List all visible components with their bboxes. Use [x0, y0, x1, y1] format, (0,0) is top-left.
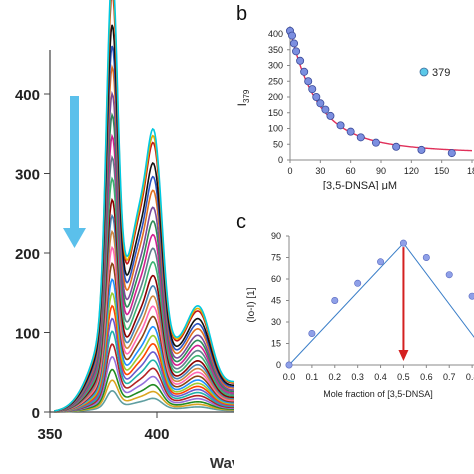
- panel-b-data-point: [392, 142, 401, 151]
- panel-a-y-ticks: 0 100 200 300 400: [15, 87, 50, 422]
- panel-a-y-tick-label: 200: [15, 246, 40, 263]
- panel-b-data-point: [288, 31, 297, 40]
- panel-c-points: [285, 239, 474, 369]
- panel-a-y-tick-label: 0: [32, 405, 40, 422]
- panel-a-x-tick-label: 350: [37, 426, 62, 443]
- panel-c-x-tick-label: 0.7: [443, 372, 456, 382]
- panel-c-y-tick-label: 45: [271, 296, 281, 306]
- panel-c-data-point: [331, 296, 339, 304]
- panel-c-data-point: [468, 292, 474, 300]
- panel-b-data-point: [300, 67, 309, 76]
- panel-c-x-tick-label: 0.5: [397, 372, 410, 382]
- panel-c-data-point: [308, 329, 316, 337]
- panel-b-y-tick-label: 50: [273, 139, 283, 149]
- panel-b-x-tick-label: 60: [346, 166, 356, 176]
- panel-c-ticks: 0 15 30 45 60 75 90 0.0 0.1 0.2 0.3 0.4 0.5 0.6 0.7 0.8…: [271, 231, 474, 382]
- panel-c-y-tick-label: 15: [271, 339, 281, 349]
- panel-b-data-point: [316, 99, 325, 108]
- panel-b-y-label-sub: 379: [242, 89, 251, 103]
- panel-b-y-tick-label: 100: [268, 124, 283, 134]
- panel-a-y-tick-label: 300: [15, 167, 40, 184]
- panel-c-x-tick-label: 0.0: [283, 372, 296, 382]
- panel-b-legend-marker: [419, 67, 429, 77]
- panel-c-x-tick-label: 0.8: [466, 372, 474, 382]
- panel-b-titration: b 0 50 100 150 200 250 300 350 400 0 30 60 90 120 150 1…: [235, 3, 474, 192]
- panel-b-data-point: [304, 77, 313, 86]
- panel-c-y-tick-label: 60: [271, 274, 281, 284]
- panel-b-legend: 379: [419, 67, 450, 79]
- panel-b-y-tick-label: 0: [278, 155, 283, 165]
- panel-c-y-tick-label: 90: [271, 231, 281, 241]
- panel-b-data-point: [371, 138, 380, 147]
- panel-b-y-tick-label: 400: [268, 29, 283, 39]
- panel-c-background: [234, 190, 474, 474]
- panel-c-y-tick-label: 75: [271, 253, 281, 263]
- panel-b-x-tick-label: 120: [404, 166, 419, 176]
- panel-b-data-point: [312, 93, 321, 102]
- panel-c-x-tick-label: 0.1: [306, 372, 319, 382]
- panel-b-data-point: [417, 145, 426, 154]
- panel-b-y-label-main: I: [235, 103, 249, 106]
- panel-b-y-tick-label: 250: [268, 76, 283, 86]
- panel-b-y-axis-label: I379: [235, 89, 251, 106]
- panel-b-x-tick-label: 150: [434, 166, 449, 176]
- panel-c-data-point: [422, 254, 430, 262]
- panel-b-data-point: [292, 47, 301, 56]
- panel-b-data-point: [356, 133, 365, 142]
- panel-b-x-tick-label: 90: [376, 166, 386, 176]
- panel-a-y-tick-label: 400: [15, 87, 40, 104]
- panel-b-points: [285, 26, 456, 158]
- panel-c-y-axis-label: (Io-I) [1]: [246, 287, 257, 322]
- panel-c-data-point: [377, 258, 385, 266]
- panel-a-y-tick-label: 100: [15, 326, 40, 343]
- panel-a-decrease-arrow: [63, 96, 86, 248]
- panel-b-data-point: [308, 85, 317, 94]
- panel-b-label: b: [236, 3, 247, 25]
- panel-b-y-tick-label: 150: [268, 108, 283, 118]
- panel-b-data-point: [326, 111, 335, 120]
- panel-c-label: c: [236, 211, 246, 233]
- panel-c-x-tick-label: 0.4: [374, 372, 387, 382]
- panel-c-data-point: [445, 271, 453, 279]
- panel-b-y-tick-label: 350: [268, 45, 283, 55]
- panel-b-ticks: 0 50 100 150 200 250 300 350 400 0 30 60 90 120 150 18: [268, 29, 474, 176]
- panel-c-red-arrow: [398, 247, 409, 361]
- panel-b-data-point: [290, 39, 299, 48]
- panel-b-data-point: [321, 105, 330, 114]
- panel-c-x-tick-label: 0.2: [329, 372, 342, 382]
- panel-b-x-axis-label: [3,5-DNSA] μM: [323, 180, 397, 192]
- panel-c-y-tick-label: 30: [271, 317, 281, 327]
- panel-b-x-tick-label: 18: [467, 166, 474, 176]
- panel-b-x-tick-label: 0: [287, 166, 292, 176]
- panel-b-x-tick-label: 30: [315, 166, 325, 176]
- panel-c-data-point: [399, 239, 407, 247]
- panel-b-legend-label: 379: [432, 67, 450, 79]
- panel-c-data-point: [354, 279, 362, 287]
- panel-c-x-tick-label: 0.3: [351, 372, 364, 382]
- panel-a-x-tick-label: 400: [144, 426, 169, 443]
- panel-b-y-tick-label: 300: [268, 61, 283, 71]
- panel-b-data-point: [336, 121, 345, 130]
- panel-c-data-point: [285, 361, 293, 369]
- panel-c-y-tick-label: 0: [276, 360, 281, 370]
- panel-b-data-point: [346, 127, 355, 136]
- panel-c-x-axis-label: Mole fraction of [3,5-DNSA]: [323, 389, 433, 399]
- panel-b-data-point: [447, 149, 456, 158]
- panel-b-y-tick-label: 200: [268, 92, 283, 102]
- panel-b-data-point: [296, 56, 305, 65]
- panel-c-x-tick-label: 0.6: [420, 372, 433, 382]
